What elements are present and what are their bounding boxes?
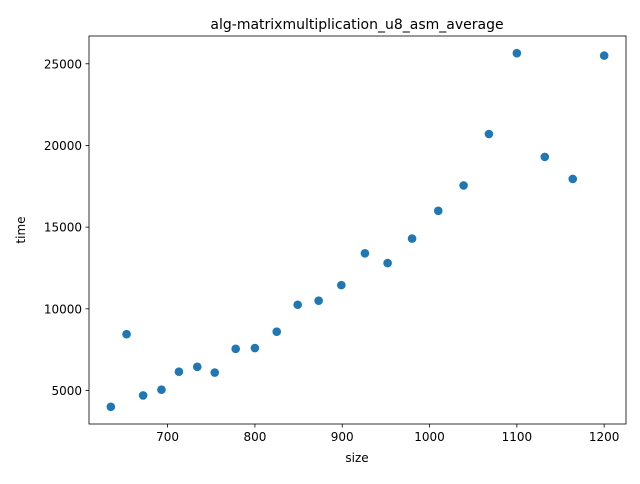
chart-title: alg-matrixmultiplication_u8_asm_average — [210, 17, 503, 33]
y-axis-label: time — [14, 216, 28, 243]
data-point — [210, 368, 220, 377]
data-points — [106, 48, 609, 412]
data-point — [407, 234, 417, 243]
data-point — [314, 296, 323, 305]
data-point — [157, 385, 166, 394]
x-tick-label: 1100 — [502, 430, 533, 444]
y-tick-label: 10000 — [44, 302, 82, 316]
x-tick-label: 900 — [331, 430, 354, 444]
data-point — [138, 391, 148, 400]
data-point — [599, 51, 609, 60]
data-point — [192, 362, 202, 372]
x-tick-label: 700 — [156, 430, 179, 444]
data-point — [433, 206, 443, 216]
plot-frame — [88, 35, 627, 425]
y-tick-label: 5000 — [51, 384, 82, 398]
data-point — [568, 174, 578, 184]
data-point — [512, 48, 522, 58]
y-tick-label: 15000 — [44, 221, 82, 235]
x-tick-label: 800 — [243, 430, 266, 444]
data-point — [459, 181, 468, 190]
x-tick-label: 1000 — [414, 430, 445, 444]
y-tick-label: 25000 — [44, 57, 82, 71]
data-point — [106, 402, 116, 412]
data-point — [174, 367, 184, 377]
data-point — [337, 280, 346, 290]
data-point — [122, 329, 131, 339]
data-point — [540, 152, 550, 162]
y-tick-label: 20000 — [44, 139, 82, 153]
data-point — [250, 343, 260, 353]
data-point — [293, 300, 302, 310]
y-axis: 5000 10000 15000 20000 25000 — [44, 57, 89, 398]
x-tick-label: 1200 — [589, 430, 620, 444]
data-point — [383, 258, 392, 268]
data-point — [360, 248, 370, 258]
x-axis: 700 800 900 1000 1100 1200 — [156, 424, 619, 444]
x-axis-label: size — [345, 451, 368, 465]
data-point — [231, 344, 240, 354]
data-point — [484, 129, 494, 139]
data-point — [272, 327, 282, 336]
